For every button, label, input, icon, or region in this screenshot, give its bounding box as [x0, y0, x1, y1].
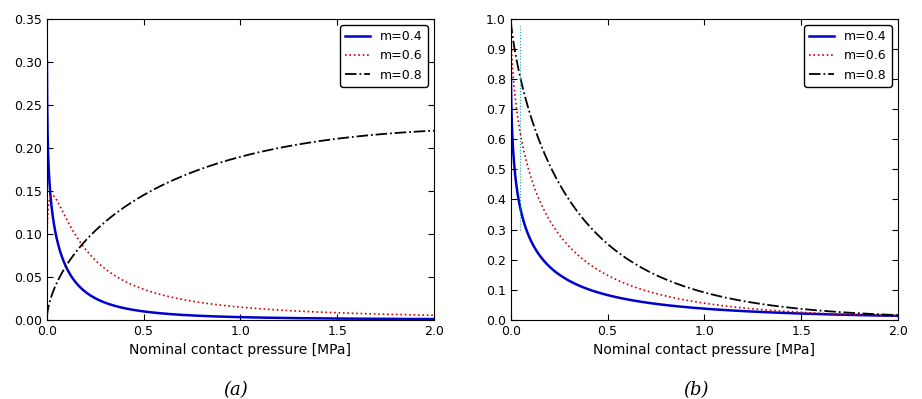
- m=0.8: [892, 313, 904, 318]
- Text: (a): (a): [223, 381, 247, 399]
- Line: m=0.8: m=0.8: [511, 22, 898, 315]
- Legend: m=0.4, m=0.6, m=0.8: m=0.4, m=0.6, m=0.8: [340, 25, 428, 87]
- Legend: m=0.4, m=0.6, m=0.8: m=0.4, m=0.6, m=0.8: [804, 25, 892, 87]
- m=0.4: [885, 313, 896, 318]
- m=0.6: [109, 273, 120, 278]
- m=0.8: [505, 20, 516, 24]
- m=0.4: [429, 317, 440, 322]
- Line: m=0.8: m=0.8: [47, 130, 434, 316]
- Text: (b): (b): [683, 381, 709, 399]
- m=0.4: [207, 314, 218, 319]
- m=0.6: [844, 312, 855, 317]
- m=0.8: [207, 163, 218, 168]
- Line: m=0.4: m=0.4: [47, 62, 434, 319]
- m=0.4: [844, 312, 855, 317]
- m=0.8: [550, 174, 561, 178]
- m=0.4: [573, 283, 584, 288]
- m=0.8: [190, 169, 201, 174]
- m=0.4: [505, 73, 516, 78]
- m=0.8: [421, 128, 432, 133]
- m=0.6: [892, 314, 904, 318]
- m=0.8: [573, 210, 584, 215]
- m=0.8: [654, 274, 665, 279]
- m=0.8: [41, 314, 53, 319]
- m=0.6: [421, 313, 432, 318]
- m=0.4: [109, 303, 120, 308]
- m=0.8: [885, 312, 896, 317]
- m=0.8: [429, 128, 440, 133]
- X-axis label: Nominal contact pressure [MPa]: Nominal contact pressure [MPa]: [129, 343, 351, 357]
- m=0.4: [654, 302, 665, 307]
- m=0.6: [885, 314, 896, 318]
- m=0.4: [421, 317, 432, 322]
- m=0.6: [505, 30, 516, 35]
- m=0.6: [550, 227, 561, 231]
- m=0.6: [47, 193, 58, 198]
- m=0.6: [573, 253, 584, 257]
- Line: m=0.4: m=0.4: [511, 75, 898, 316]
- m=0.4: [41, 59, 53, 64]
- m=0.6: [380, 312, 391, 317]
- m=0.6: [207, 302, 218, 306]
- m=0.6: [670, 296, 681, 301]
- m=0.4: [892, 314, 904, 318]
- m=0.8: [109, 212, 120, 217]
- Line: m=0.6: m=0.6: [47, 195, 434, 315]
- m=0.4: [670, 304, 681, 308]
- Line: m=0.6: m=0.6: [511, 32, 898, 316]
- m=0.6: [41, 239, 53, 244]
- m=0.8: [670, 281, 681, 286]
- m=0.8: [379, 131, 390, 136]
- m=0.6: [86, 254, 97, 259]
- m=0.8: [844, 310, 855, 315]
- m=0.4: [379, 316, 390, 321]
- m=0.6: [654, 292, 665, 297]
- m=0.6: [429, 313, 440, 318]
- m=0.4: [190, 313, 201, 318]
- m=0.4: [86, 294, 97, 298]
- X-axis label: Nominal contact pressure [MPa]: Nominal contact pressure [MPa]: [594, 343, 815, 357]
- m=0.8: [86, 232, 97, 237]
- m=0.4: [550, 269, 561, 274]
- m=0.6: [190, 299, 201, 304]
